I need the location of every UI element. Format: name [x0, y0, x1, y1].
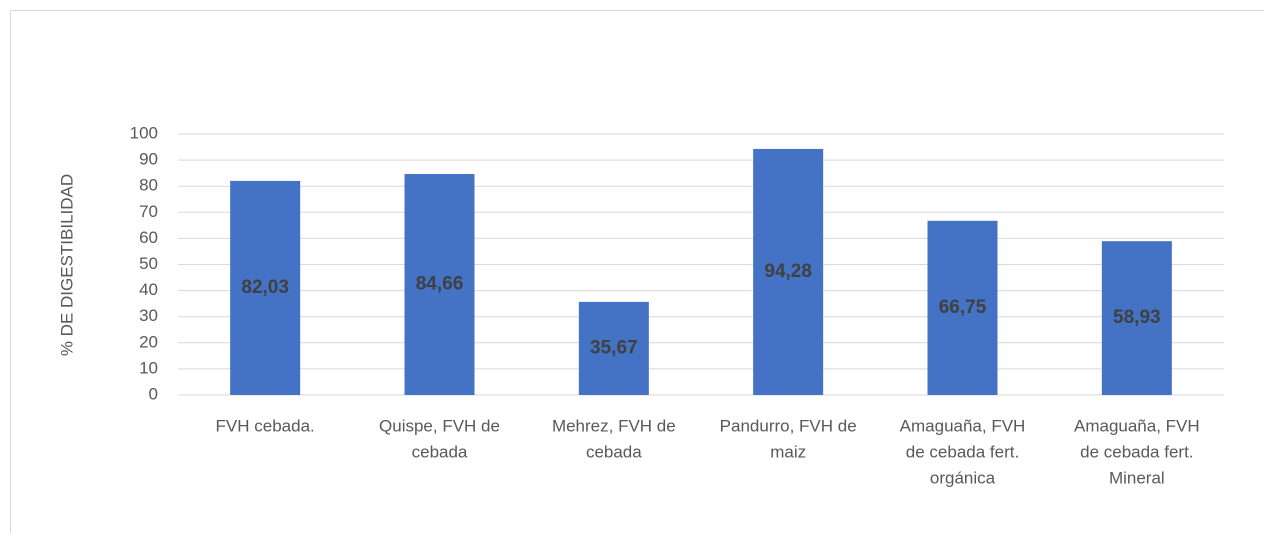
bar	[230, 180, 301, 395]
bar	[1101, 241, 1172, 395]
x-tick-label: FVH cebada.	[216, 416, 315, 435]
y-tick-label: 30	[139, 306, 158, 325]
x-tick-label: Amaguaña, FVH	[900, 416, 1026, 435]
bar	[927, 220, 998, 395]
x-tick-label: de cebada fert.	[906, 442, 1019, 461]
x-tick-label: de cebada fert.	[1080, 442, 1193, 461]
x-tick-label: cebada	[586, 442, 642, 461]
x-tick-label: Quispe, FVH de	[379, 416, 500, 435]
x-tick-label: Mineral	[1109, 468, 1165, 487]
bar	[753, 148, 824, 395]
y-tick-label: 80	[139, 176, 158, 195]
value-label: 94,28	[764, 261, 812, 282]
x-tick-label: Amaguaña, FVH	[1074, 416, 1200, 435]
y-tick-label: 20	[139, 332, 158, 351]
x-tick-label: maiz	[770, 442, 806, 461]
value-label: 58,93	[1113, 307, 1161, 328]
y-tick-label: 10	[139, 358, 158, 377]
y-tick-label: 100	[130, 123, 158, 142]
value-label: 35,67	[590, 337, 638, 358]
x-tick-label: Pandurro, FVH de	[720, 416, 857, 435]
bar	[404, 174, 475, 395]
y-tick-label: 40	[139, 280, 158, 299]
y-tick-label: 50	[139, 254, 158, 273]
y-tick-label: 90	[139, 150, 158, 169]
y-tick-label: 70	[139, 202, 158, 221]
chart-frame	[10, 10, 1264, 533]
value-label: 66,75	[939, 297, 987, 318]
y-tick-label: 60	[139, 228, 158, 247]
value-label: 84,66	[416, 274, 464, 295]
bar	[578, 301, 649, 395]
x-tick-label: orgánica	[930, 468, 996, 487]
value-label: 82,03	[241, 277, 289, 298]
y-tick-label: 0	[149, 384, 158, 403]
x-tick-label: cebada	[412, 442, 468, 461]
y-axis-title: % DE DIGESTIBILIDAD	[57, 174, 76, 356]
x-tick-label: Mehrez, FVH de	[552, 416, 676, 435]
